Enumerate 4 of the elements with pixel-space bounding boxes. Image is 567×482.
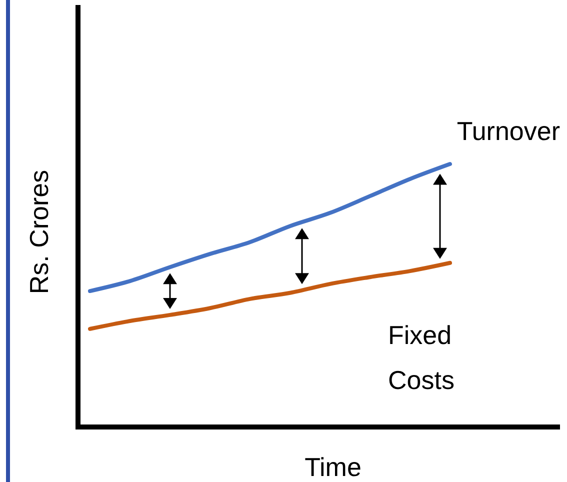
series-label: Fixed Costs	[388, 320, 454, 395]
y-axis-title: Rs. Crores	[24, 170, 54, 294]
x-axis-title: Time	[304, 452, 362, 482]
series-label: Turnover	[456, 116, 560, 146]
